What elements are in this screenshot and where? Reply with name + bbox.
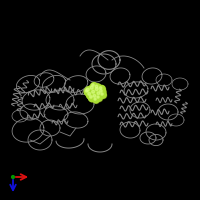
Circle shape (86, 91, 94, 99)
Circle shape (94, 84, 101, 91)
Circle shape (91, 83, 98, 90)
Circle shape (100, 92, 106, 98)
Circle shape (97, 96, 99, 98)
Circle shape (92, 94, 100, 102)
Circle shape (101, 93, 103, 95)
Circle shape (91, 83, 97, 89)
Circle shape (95, 88, 98, 91)
Circle shape (93, 94, 96, 97)
Circle shape (12, 176, 14, 178)
Circle shape (90, 86, 93, 89)
Circle shape (89, 95, 96, 102)
Circle shape (99, 89, 106, 96)
Circle shape (86, 88, 89, 91)
Circle shape (92, 84, 94, 86)
Circle shape (99, 87, 102, 89)
Circle shape (96, 91, 104, 99)
Circle shape (98, 85, 105, 93)
Circle shape (93, 97, 99, 103)
Circle shape (92, 93, 100, 101)
Circle shape (94, 84, 102, 92)
Circle shape (90, 89, 99, 97)
Circle shape (90, 96, 92, 98)
Circle shape (89, 85, 98, 94)
Circle shape (99, 86, 106, 93)
Circle shape (94, 86, 102, 95)
Circle shape (96, 95, 103, 102)
Circle shape (95, 85, 98, 88)
Circle shape (96, 90, 104, 98)
Circle shape (85, 90, 88, 92)
Circle shape (94, 87, 103, 95)
Circle shape (93, 97, 99, 103)
Circle shape (85, 89, 92, 96)
Circle shape (88, 92, 91, 95)
Circle shape (98, 88, 106, 96)
Circle shape (94, 98, 96, 100)
Circle shape (96, 95, 102, 101)
Circle shape (85, 87, 93, 95)
Circle shape (88, 94, 96, 102)
Circle shape (92, 90, 95, 93)
Circle shape (87, 92, 95, 100)
Circle shape (100, 92, 107, 99)
Circle shape (85, 87, 94, 96)
Circle shape (89, 85, 97, 93)
Circle shape (100, 90, 102, 92)
Circle shape (97, 92, 100, 95)
Circle shape (91, 89, 99, 98)
Circle shape (84, 89, 91, 95)
